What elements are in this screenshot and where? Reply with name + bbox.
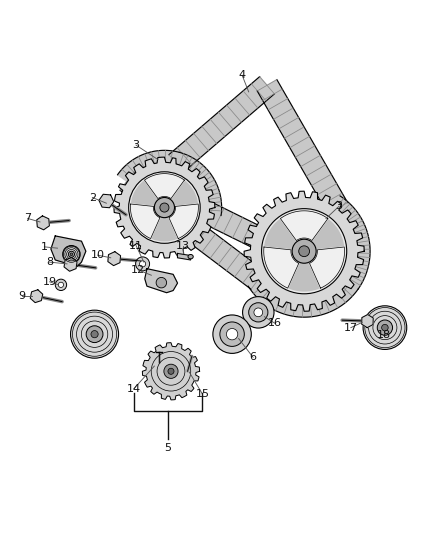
Polygon shape — [120, 172, 265, 289]
Circle shape — [264, 211, 345, 292]
Circle shape — [136, 257, 150, 271]
Text: 2: 2 — [89, 192, 96, 203]
Polygon shape — [169, 77, 275, 172]
Circle shape — [363, 306, 407, 350]
Circle shape — [299, 246, 310, 256]
Circle shape — [129, 172, 200, 244]
Text: 12: 12 — [131, 265, 145, 275]
Text: 11: 11 — [129, 240, 143, 251]
Polygon shape — [244, 191, 364, 311]
Circle shape — [63, 246, 80, 263]
Polygon shape — [114, 157, 215, 258]
Circle shape — [243, 297, 274, 328]
Circle shape — [226, 328, 238, 340]
Polygon shape — [145, 174, 184, 199]
Circle shape — [377, 320, 392, 335]
Text: 14: 14 — [127, 384, 141, 394]
Polygon shape — [362, 314, 373, 328]
Circle shape — [86, 326, 103, 343]
Text: 15: 15 — [195, 389, 209, 399]
Circle shape — [55, 279, 67, 290]
Text: 19: 19 — [42, 277, 57, 287]
Polygon shape — [328, 196, 370, 289]
Circle shape — [261, 208, 347, 294]
Text: 3: 3 — [133, 140, 140, 150]
Circle shape — [91, 330, 98, 338]
Circle shape — [220, 322, 244, 346]
Circle shape — [140, 261, 146, 267]
Polygon shape — [169, 204, 198, 239]
Text: 5: 5 — [165, 443, 172, 453]
Polygon shape — [131, 204, 160, 239]
Circle shape — [160, 203, 169, 212]
Ellipse shape — [188, 254, 193, 259]
Text: 18: 18 — [377, 330, 391, 341]
Text: 17: 17 — [344, 322, 358, 333]
Text: 13: 13 — [176, 240, 190, 251]
Circle shape — [58, 282, 64, 287]
Text: 8: 8 — [46, 257, 53, 267]
Text: 6: 6 — [250, 352, 257, 362]
Polygon shape — [173, 152, 222, 215]
Polygon shape — [64, 257, 77, 271]
Text: 3: 3 — [336, 201, 343, 211]
Text: 1: 1 — [41, 242, 48, 252]
Text: 16: 16 — [268, 318, 282, 328]
Text: 10: 10 — [91, 250, 105, 260]
Circle shape — [71, 310, 119, 358]
Text: 9: 9 — [18, 291, 25, 301]
Polygon shape — [51, 236, 86, 266]
Circle shape — [68, 251, 74, 257]
Text: 7: 7 — [24, 214, 32, 223]
Circle shape — [254, 308, 263, 317]
Polygon shape — [264, 247, 299, 288]
Polygon shape — [145, 269, 177, 293]
Polygon shape — [257, 79, 348, 214]
Polygon shape — [30, 290, 43, 303]
Circle shape — [70, 253, 73, 256]
Polygon shape — [248, 274, 358, 317]
Polygon shape — [117, 150, 179, 188]
Circle shape — [156, 277, 166, 288]
Polygon shape — [310, 247, 345, 288]
Circle shape — [213, 315, 251, 353]
Polygon shape — [108, 252, 120, 265]
Circle shape — [168, 368, 174, 374]
Circle shape — [131, 174, 198, 241]
Polygon shape — [280, 211, 328, 240]
Polygon shape — [205, 204, 354, 293]
Circle shape — [381, 325, 388, 331]
Polygon shape — [37, 216, 49, 230]
Polygon shape — [177, 253, 191, 260]
Circle shape — [292, 239, 316, 263]
Circle shape — [154, 197, 174, 217]
Polygon shape — [142, 343, 200, 400]
Circle shape — [164, 364, 178, 378]
Polygon shape — [99, 195, 114, 208]
Text: 4: 4 — [239, 70, 246, 80]
Circle shape — [249, 303, 268, 322]
